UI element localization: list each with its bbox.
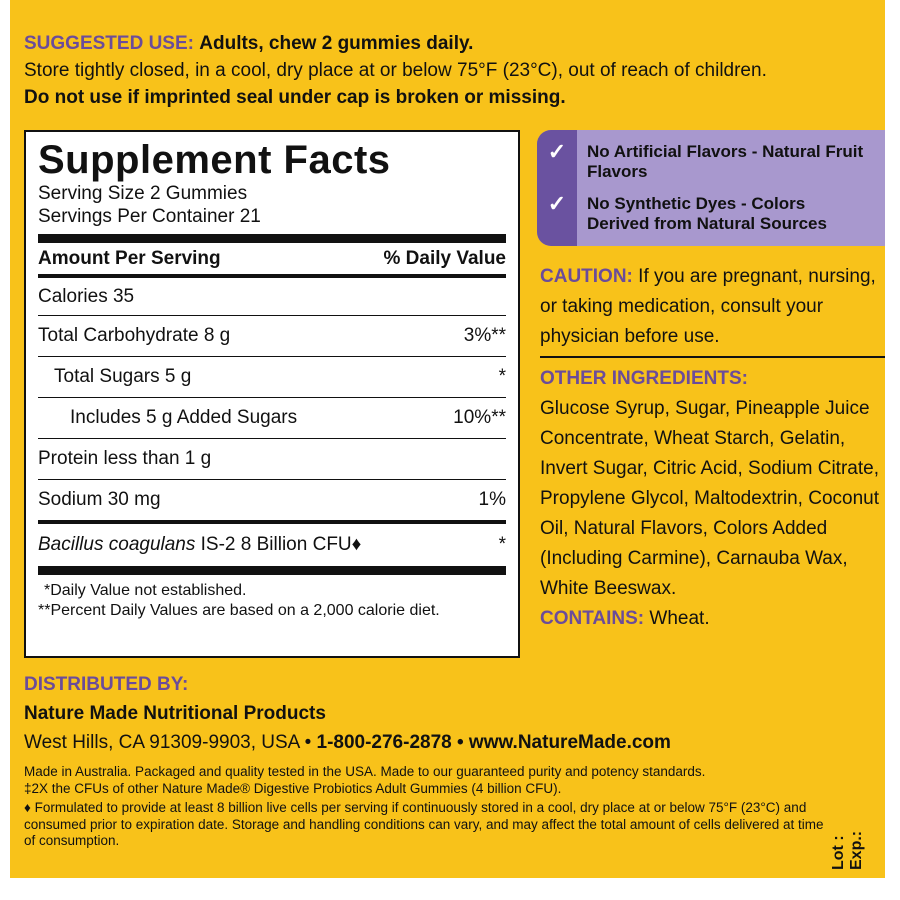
lot-exp: Lot : Exp.: [830,830,865,870]
facts-header: Amount Per Serving% Daily Value [38,234,506,274]
facts-row: Total Carbohydrate 8 g 3%** [38,315,506,356]
facts-row: Sodium 30 mg 1% [38,479,506,520]
facts-row: Calories 35 [38,274,506,315]
checkmark-icon: ✓ [547,191,567,216]
facts-row: Protein less than 1 g [38,438,506,479]
checkmark-icon: ✓ [547,139,567,164]
product-label: SUGGESTED USE: Adults, chew 2 gummies da… [10,0,885,878]
claim-item: ✓ No Synthetic Dyes - Colors Derived from… [537,191,867,234]
claims-badge: ✓ No Artificial Flavors - Natural Fruit F… [537,130,885,246]
fine-print: Made in Australia. Packaged and quality … [24,764,824,848]
supplement-facts-panel: Supplement Facts Serving Size 2 Gummies … [24,130,520,658]
claim-item: ✓ No Artificial Flavors - Natural Fruit F… [537,139,867,182]
facts-footnotes: *Daily Value not established. **Percent … [38,566,506,621]
warnings-ingredients: CAUTION: If you are pregnant, nursing, o… [540,262,885,634]
facts-row: Includes 5 g Added Sugars 10%** [38,397,506,438]
distributor-info: DISTRIBUTED BY: Nature Made Nutritional … [24,674,671,753]
facts-row: Total Sugars 5 g * [38,356,506,397]
facts-title: Supplement Facts [38,138,391,182]
facts-row-probiotic: Bacillus coagulans IS-2 8 Billion CFU♦ * [38,520,506,566]
suggested-use: SUGGESTED USE: Adults, chew 2 gummies da… [24,33,767,108]
